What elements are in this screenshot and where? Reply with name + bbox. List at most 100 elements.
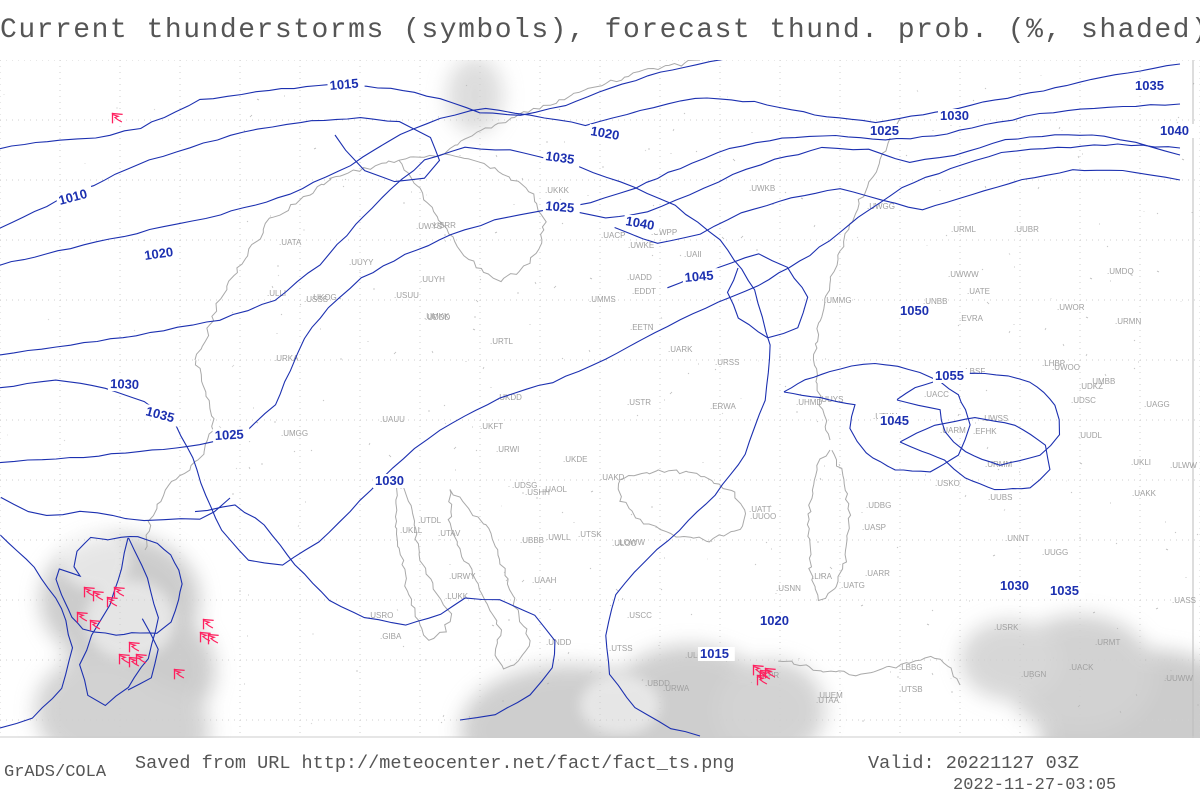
svg-text:.LOWW: .LOWW <box>617 538 645 547</box>
svg-text:.UWWW: .UWWW <box>948 270 979 279</box>
svg-text:.UAAH: .UAAH <box>532 576 557 585</box>
svg-text:1015: 1015 <box>700 646 729 661</box>
svg-text:.UUYH: .UUYH <box>420 275 445 284</box>
svg-text:.UBBB: .UBBB <box>520 536 544 545</box>
svg-text:.UASS: .UASS <box>1172 596 1196 605</box>
svg-text:.UUDL: .UUDL <box>1078 431 1103 440</box>
svg-text:.USCC: .USCC <box>627 611 652 620</box>
svg-text:.UHMD: .UHMD <box>796 398 822 407</box>
svg-text:.UTAA: .UTAA <box>816 696 840 705</box>
svg-text:1030: 1030 <box>375 473 404 488</box>
svg-text:.UKFT: .UKFT <box>480 422 503 431</box>
svg-text:.URWI: .URWI <box>496 445 519 454</box>
svg-text:.LBBG: .LBBG <box>899 663 923 672</box>
svg-text:.UDKZ: .UDKZ <box>1079 382 1103 391</box>
svg-text:1020: 1020 <box>143 244 174 263</box>
svg-text:1040: 1040 <box>624 213 655 233</box>
svg-text:.EETN: .EETN <box>630 323 654 332</box>
svg-text:.UMDQ: .UMDQ <box>1107 267 1134 276</box>
svg-text:.UMMG: .UMMG <box>824 296 852 305</box>
svg-text:.UUOO: .UUOO <box>750 512 776 521</box>
svg-text:1020: 1020 <box>760 613 789 628</box>
svg-text:.UACK: .UACK <box>1069 663 1094 672</box>
svg-text:.UAGG: .UAGG <box>1144 400 1170 409</box>
svg-text:.UTSB: .UTSB <box>899 685 923 694</box>
svg-text:.UKDE: .UKDE <box>563 455 587 464</box>
svg-text:1035: 1035 <box>1050 583 1079 598</box>
svg-text:.UAII: .UAII <box>684 250 702 259</box>
svg-text:.UACC: .UACC <box>924 390 949 399</box>
svg-text:.URTL: .URTL <box>490 337 514 346</box>
svg-text:.URMT: .URMT <box>1095 638 1120 647</box>
svg-text:1055: 1055 <box>935 368 964 383</box>
svg-text:.ERWA: .ERWA <box>710 402 736 411</box>
svg-text:.UADD: .UADD <box>627 273 652 282</box>
svg-text:.UDSC: .UDSC <box>1071 396 1096 405</box>
svg-text:1045: 1045 <box>880 413 909 428</box>
svg-text:.UATA: .UATA <box>279 238 302 247</box>
svg-text:.UWOR: .UWOR <box>1057 303 1085 312</box>
svg-text:.URML: .URML <box>951 225 976 234</box>
svg-text:.UWGG: .UWGG <box>867 202 895 211</box>
svg-text:.USKO: .USKO <box>935 479 960 488</box>
svg-text:.UASP: .UASP <box>862 523 886 532</box>
svg-text:.UARK: .UARK <box>668 345 693 354</box>
svg-text:.UMMS: .UMMS <box>589 295 616 304</box>
svg-text:1045: 1045 <box>684 268 714 285</box>
svg-text:.LUKK: .LUKK <box>445 592 469 601</box>
svg-text:.UWKB: .UWKB <box>749 184 775 193</box>
svg-text:.UTSS: .UTSS <box>609 644 633 653</box>
svg-text:.USRK: .USRK <box>994 623 1019 632</box>
svg-text:.EVRA: .EVRA <box>959 314 984 323</box>
svg-text:.URSS: .URSS <box>715 358 739 367</box>
svg-text:.URWY: .URWY <box>449 572 476 581</box>
svg-text:.UATE: .UATE <box>967 287 990 296</box>
svg-text:.UDBG: .UDBG <box>866 501 891 510</box>
svg-text:.UMGG: .UMGG <box>281 429 308 438</box>
svg-text:1020: 1020 <box>589 123 620 143</box>
svg-text:.UATG: .UATG <box>841 581 865 590</box>
svg-text:1030: 1030 <box>1000 578 1029 593</box>
svg-text:.UAKD: .UAKD <box>600 473 625 482</box>
svg-text:.UUBS: .UUBS <box>988 493 1012 502</box>
svg-text:.UNDD: .UNDD <box>546 638 572 647</box>
svg-text:.USNN: .USNN <box>776 584 801 593</box>
svg-text:1015: 1015 <box>329 76 359 93</box>
svg-text:.USSS: .USSS <box>304 295 328 304</box>
svg-text:.UDSG: .UDSG <box>512 481 537 490</box>
svg-text:1040: 1040 <box>1160 123 1189 138</box>
svg-text:.UBGN: .UBGN <box>1021 670 1047 679</box>
svg-text:.UDDD: .UDDD <box>425 313 451 322</box>
svg-text:1025: 1025 <box>870 123 899 138</box>
svg-text:.UUBR: .UUBR <box>1014 225 1039 234</box>
svg-text:.UTAV: .UTAV <box>438 529 461 538</box>
svg-text:1050: 1050 <box>900 303 929 318</box>
svg-text:.LIRA: .LIRA <box>812 572 833 581</box>
svg-text:.UWLL: .UWLL <box>546 533 571 542</box>
svg-text:1010: 1010 <box>57 186 89 208</box>
svg-text:.GIBA: .GIBA <box>380 632 402 641</box>
svg-text:.UWOO: .UWOO <box>1052 363 1080 372</box>
svg-text:.UAKK: .UAKK <box>1132 489 1157 498</box>
svg-text:1030: 1030 <box>940 108 969 123</box>
svg-text:.UUYY: .UUYY <box>349 258 374 267</box>
svg-text:.UNNT: .UNNT <box>1005 534 1030 543</box>
svg-text:1035: 1035 <box>144 403 176 425</box>
svg-text:.UUWW: .UUWW <box>1164 674 1193 683</box>
svg-text:.UKLI: .UKLI <box>1131 458 1151 467</box>
svg-text:.ULWW: .ULWW <box>1170 461 1197 470</box>
svg-text:.UWKE: .UWKE <box>628 241 654 250</box>
svg-text:.UKKK: .UKKK <box>545 186 570 195</box>
svg-text:.UKLL: .UKLL <box>400 526 423 535</box>
svg-text:.EDDT: .EDDT <box>632 287 656 296</box>
svg-text:.EFHK: .EFHK <box>973 427 997 436</box>
svg-text:1030: 1030 <box>110 376 139 392</box>
svg-text:.UARR: .UARR <box>865 569 890 578</box>
svg-text:1035: 1035 <box>1135 78 1164 93</box>
svg-text:.UTSK: .UTSK <box>578 530 602 539</box>
svg-text:.UWYS: .UWYS <box>416 222 442 231</box>
svg-text:.UACP: .UACP <box>601 231 625 240</box>
svg-text:.UUGG: .UUGG <box>1042 548 1068 557</box>
svg-text:.USTR: .USTR <box>627 398 651 407</box>
svg-text:1025: 1025 <box>214 427 244 443</box>
